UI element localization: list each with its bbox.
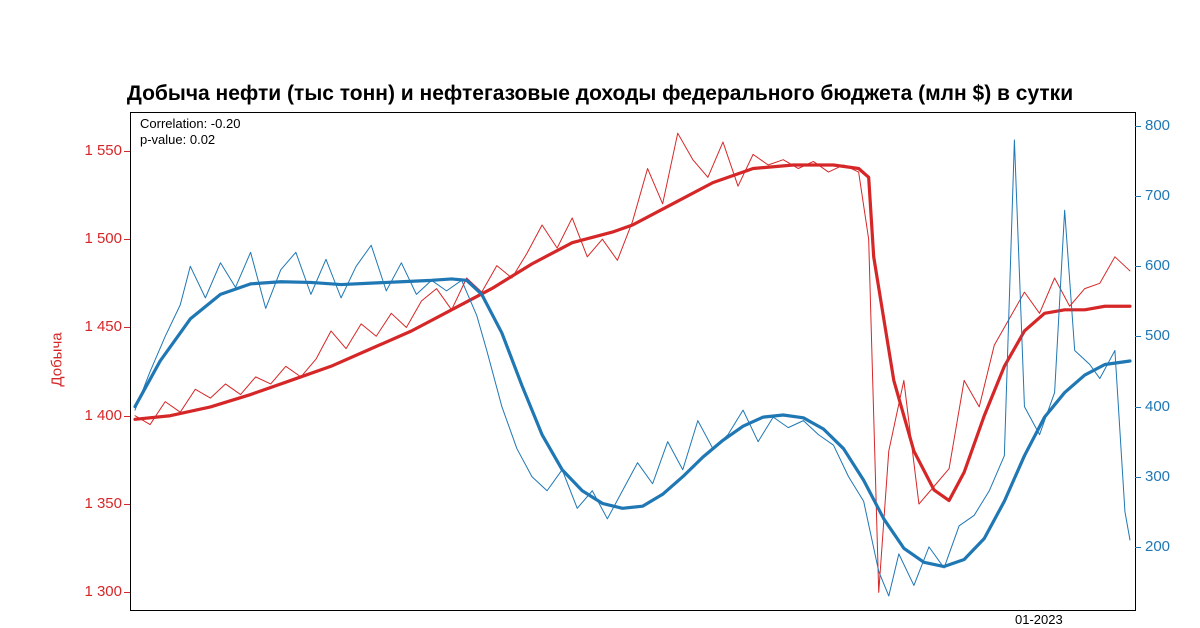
y-tick-left: 1 450	[68, 318, 122, 335]
x-tick-label: 01-2023	[1015, 612, 1063, 627]
y-tick-right: 600	[1145, 257, 1170, 274]
y-tick-left: 1 500	[68, 230, 122, 247]
series-production-smooth	[135, 165, 1130, 501]
y-tick-right: 700	[1145, 187, 1170, 204]
chart-svg	[0, 0, 1200, 628]
y-tick-right: 400	[1145, 398, 1170, 415]
y-tick-right: 300	[1145, 468, 1170, 485]
y-tick-right: 800	[1145, 117, 1170, 134]
y-tick-left: 1 400	[68, 407, 122, 424]
y-tick-right: 500	[1145, 327, 1170, 344]
y-tick-left: 1 550	[68, 142, 122, 159]
y-tick-right: 200	[1145, 538, 1170, 555]
chart-container: { "chart": { "type": "dual-axis-line", "…	[0, 0, 1200, 628]
y-tick-left: 1 300	[68, 583, 122, 600]
y-tick-left: 1 350	[68, 495, 122, 512]
series-production-raw	[135, 133, 1130, 592]
